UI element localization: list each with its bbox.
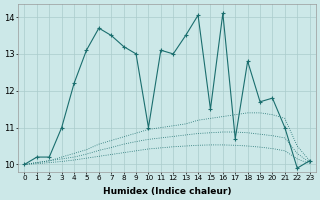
X-axis label: Humidex (Indice chaleur): Humidex (Indice chaleur): [103, 187, 231, 196]
